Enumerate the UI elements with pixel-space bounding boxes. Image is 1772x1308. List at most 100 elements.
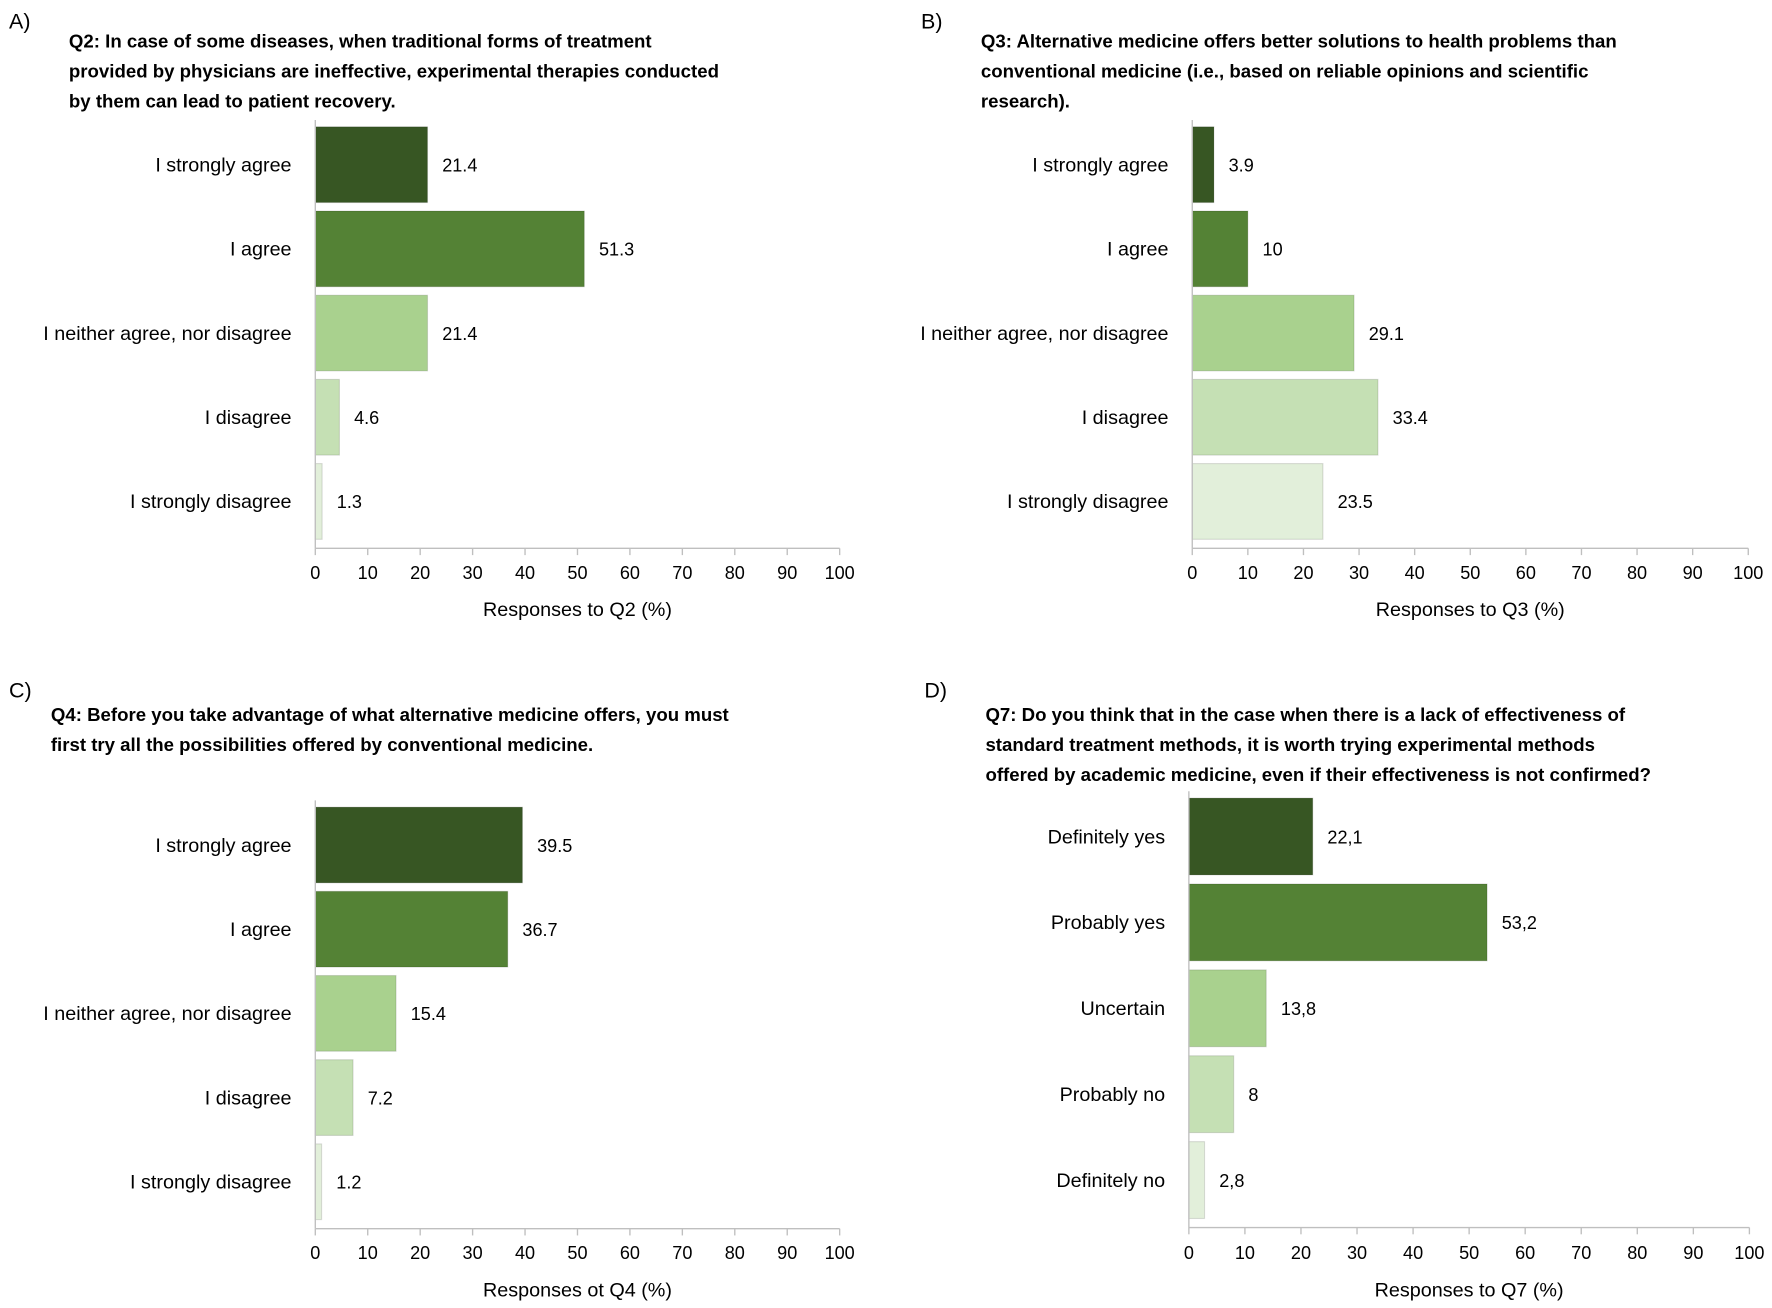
x-tick-label: 90: [1683, 1243, 1703, 1263]
data-label: 10: [1263, 240, 1283, 260]
x-tick-label: 70: [1571, 1243, 1591, 1263]
x-tick-label: 80: [725, 1243, 745, 1263]
x-tick-label: 0: [1187, 563, 1197, 583]
x-tick-label: 90: [1683, 563, 1703, 583]
bar: [1191, 378, 1379, 456]
x-axis-label: Responses ot Q4 (%): [483, 1279, 672, 1301]
x-tick-label: 40: [515, 1243, 535, 1263]
bar: [314, 210, 585, 288]
x-tick-label: 30: [1347, 1243, 1367, 1263]
panel-label: B): [921, 9, 942, 33]
x-tick-label: 90: [777, 563, 797, 583]
data-label: 13,8: [1281, 999, 1316, 1019]
panel-label: C): [9, 679, 32, 703]
chart-title-line: Q2: In case of some diseases, when tradi…: [69, 31, 652, 52]
category-label: I agree: [230, 919, 292, 941]
data-label: 51.3: [599, 240, 634, 260]
category-label: I strongly disagree: [1007, 491, 1169, 513]
panel-label: D): [924, 679, 947, 703]
bar: [314, 463, 323, 540]
x-tick-label: 50: [567, 1243, 587, 1263]
category-label: I disagree: [1082, 407, 1169, 429]
bar: [314, 378, 340, 456]
category-label: Probably yes: [1051, 912, 1165, 934]
bar: [1188, 797, 1314, 876]
x-tick-label: 100: [825, 563, 855, 583]
bar: [1188, 1055, 1235, 1134]
x-tick-label: 100: [1733, 563, 1763, 583]
category-label: I disagree: [205, 1087, 292, 1109]
data-label: 29.1: [1369, 324, 1404, 344]
x-tick-label: 30: [1349, 563, 1369, 583]
category-label: Probably no: [1060, 1084, 1166, 1106]
chart-title-line: research).: [981, 91, 1070, 112]
x-tick-label: 90: [777, 1243, 797, 1263]
category-label: I neither agree, nor disagree: [43, 1003, 291, 1025]
chart-title-line: conventional medicine (i.e., based on re…: [981, 61, 1589, 82]
x-axis-label: Responses to Q2 (%): [483, 599, 672, 621]
chart-title-line: by them can lead to patient recovery.: [69, 91, 396, 112]
bar: [1191, 126, 1215, 204]
chart-panel-a: A) Q2: In case of some diseases, when tra…: [9, 9, 855, 621]
category-label: I agree: [230, 239, 292, 261]
x-tick-label: 0: [310, 1243, 320, 1263]
bar: [314, 890, 509, 968]
chart-title-line: Q7: Do you think that in the case when t…: [985, 704, 1625, 725]
bar: [1191, 463, 1324, 540]
bar: [1191, 294, 1355, 372]
x-tick-label: 70: [1571, 563, 1591, 583]
x-tick-label: 30: [463, 1243, 483, 1263]
x-tick-label: 100: [825, 1243, 855, 1263]
bar: [314, 294, 429, 372]
bar: [314, 1143, 323, 1221]
x-tick-label: 50: [1460, 563, 1480, 583]
data-label: 2,8: [1219, 1171, 1244, 1191]
category-label: I strongly agree: [155, 154, 291, 176]
data-label: 1.2: [336, 1173, 361, 1193]
x-tick-label: 80: [725, 563, 745, 583]
x-tick-label: 60: [620, 1243, 640, 1263]
x-tick-label: 20: [1293, 563, 1313, 583]
data-label: 1.3: [337, 492, 362, 512]
data-label: 22,1: [1327, 827, 1362, 847]
x-axis-label: Responses to Q7 (%): [1375, 1279, 1564, 1301]
data-label: 3.9: [1229, 155, 1254, 175]
category-label: I neither agree, nor disagree: [920, 323, 1168, 345]
data-label: 21.4: [442, 324, 477, 344]
chart-panel-b: B) Q3: Alternative medicine offers better…: [920, 9, 1763, 621]
data-label: 53,2: [1502, 913, 1537, 933]
chart-title-line: provided by physicians are ineffective, …: [69, 61, 719, 82]
bar: [314, 806, 523, 884]
x-tick-label: 60: [1516, 563, 1536, 583]
chart-title-line: first try all the possibilities offered …: [51, 734, 593, 755]
category-label: I strongly disagree: [130, 491, 292, 513]
x-tick-label: 50: [567, 563, 587, 583]
data-label: 21.4: [442, 155, 477, 175]
x-tick-label: 20: [1291, 1243, 1311, 1263]
category-label: I strongly disagree: [130, 1172, 292, 1194]
category-label: I neither agree, nor disagree: [43, 323, 291, 345]
x-tick-label: 30: [463, 563, 483, 583]
data-label: 39.5: [537, 836, 572, 856]
data-label: 23.5: [1338, 492, 1373, 512]
category-label: I strongly agree: [1032, 154, 1168, 176]
bar: [1188, 1141, 1206, 1220]
x-tick-label: 40: [1405, 563, 1425, 583]
category-label: I disagree: [205, 407, 292, 429]
x-tick-label: 40: [1403, 1243, 1423, 1263]
bar: [1188, 969, 1267, 1048]
data-label: 8: [1248, 1085, 1258, 1105]
x-tick-label: 10: [1238, 563, 1258, 583]
category-label: Uncertain: [1081, 998, 1166, 1020]
x-tick-label: 20: [410, 1243, 430, 1263]
bar: [1188, 883, 1488, 962]
bar: [314, 126, 429, 204]
category-label: Definitely no: [1056, 1170, 1165, 1192]
panel-label: A): [9, 9, 30, 33]
category-label: Definitely yes: [1048, 826, 1166, 848]
chart-title-line: Q3: Alternative medicine offers better s…: [981, 31, 1617, 52]
x-tick-label: 70: [672, 563, 692, 583]
x-tick-label: 50: [1459, 1243, 1479, 1263]
chart-panel-c: C) Q4: Before you take advantage of what …: [9, 679, 855, 1302]
